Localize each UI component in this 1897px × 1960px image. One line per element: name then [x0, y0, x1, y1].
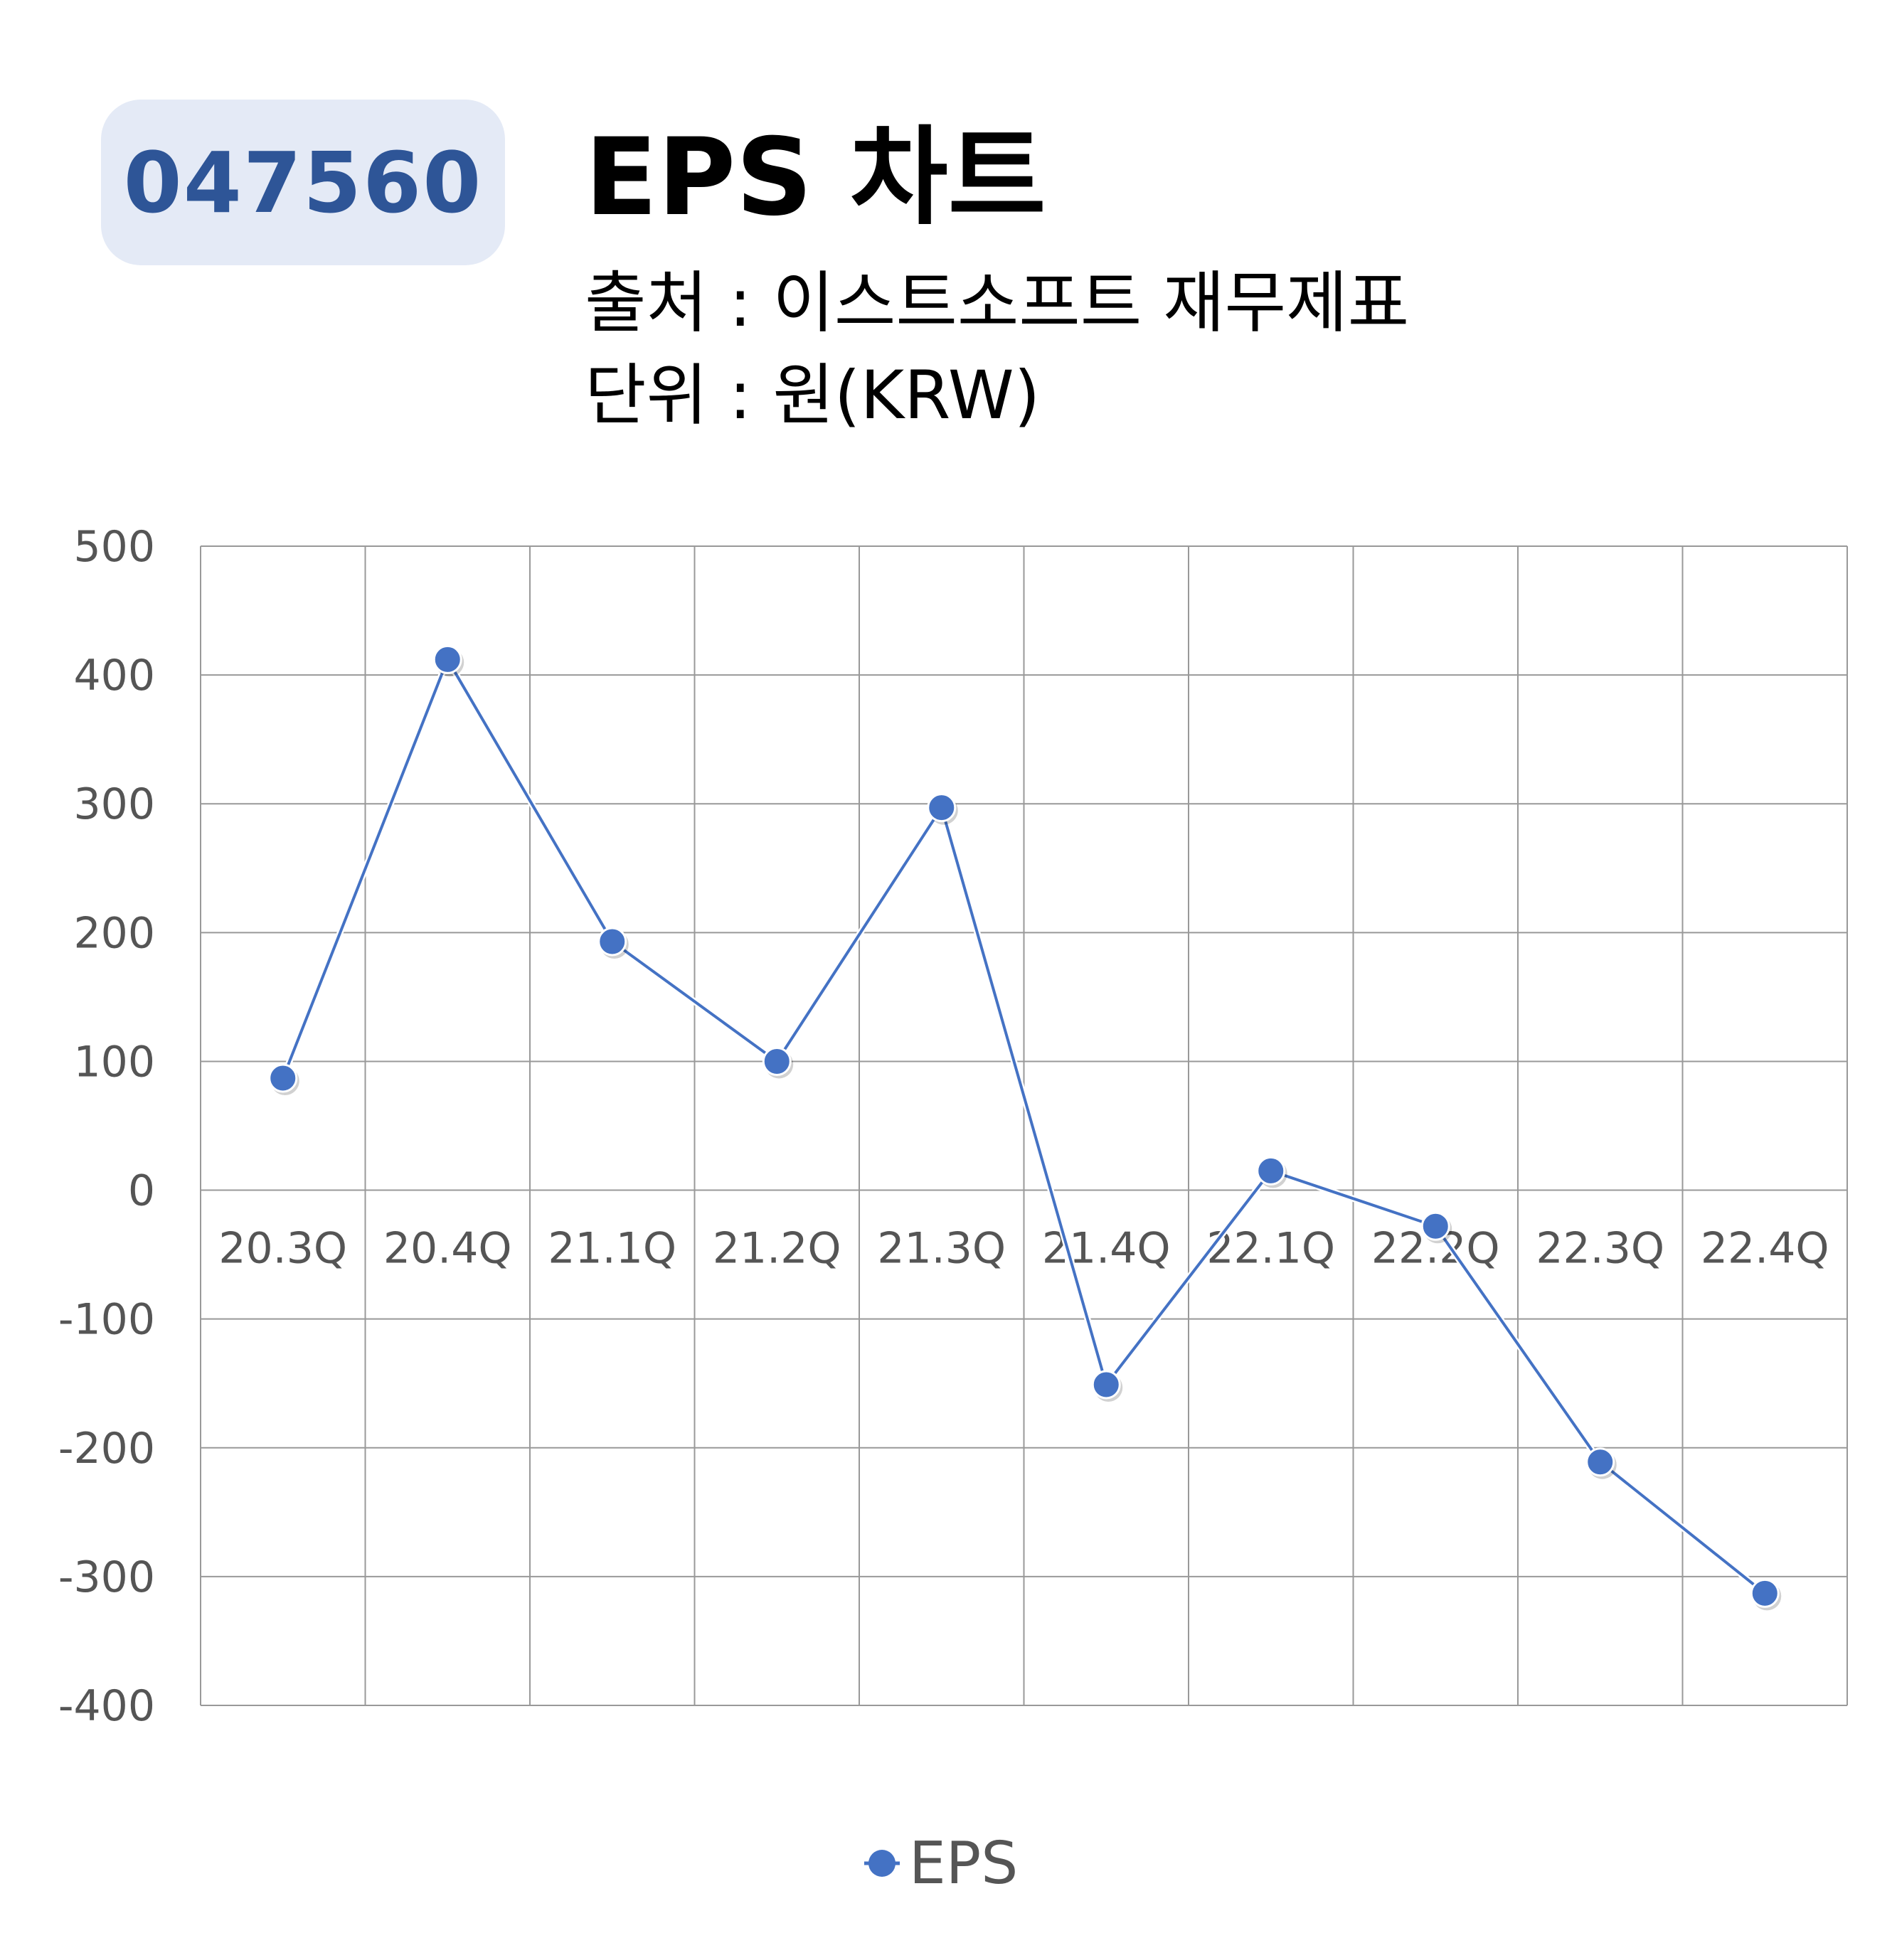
- legend-marker: [868, 1850, 896, 1877]
- legend: EPS: [864, 1830, 1018, 1897]
- data-point: [1091, 1370, 1121, 1400]
- y-tick-label: 0: [128, 1166, 155, 1216]
- data-point: [1420, 1211, 1450, 1241]
- x-tick-label: 20.3Q: [218, 1224, 347, 1274]
- y-tick-label: -300: [58, 1552, 155, 1602]
- x-tick-label: 21.1Q: [548, 1224, 676, 1274]
- data-point: [432, 644, 462, 674]
- x-tick-label: 22.4Q: [1701, 1224, 1829, 1274]
- y-tick-label: 300: [73, 779, 155, 829]
- x-tick-label: 22.3Q: [1536, 1224, 1664, 1274]
- y-tick-label: -200: [58, 1424, 155, 1474]
- ticker-badge: 047560: [101, 100, 505, 265]
- legend-label-eps: EPS: [909, 1830, 1018, 1897]
- y-tick-label: -400: [58, 1681, 155, 1731]
- x-tick-label: 21.2Q: [713, 1224, 841, 1274]
- y-tick-label: 200: [73, 908, 155, 958]
- y-tick-label: 100: [73, 1037, 155, 1087]
- ticker-code: 047560: [123, 133, 483, 232]
- data-point: [762, 1046, 792, 1076]
- x-tick-label: 20.4Q: [383, 1224, 512, 1274]
- y-axis-ticks: -400 -300 -200 -100 0 100 200 300 400 500: [58, 522, 155, 1731]
- data-point: [1585, 1447, 1615, 1477]
- data-point: [268, 1063, 298, 1093]
- chart-title: EPS 차트: [585, 116, 1046, 240]
- y-tick-label: 400: [73, 651, 155, 701]
- source-text: 출처 : 이스트소프트 재무제표: [585, 265, 1410, 342]
- y-tick-label: -100: [58, 1295, 155, 1345]
- series-line: [281, 656, 1766, 1594]
- unit-text: 단위 : 원(KRW): [585, 357, 1041, 435]
- data-point: [597, 927, 627, 957]
- data-point: [1256, 1156, 1286, 1186]
- data-point: [927, 793, 957, 823]
- data-point: [1750, 1578, 1780, 1608]
- x-tick-label: 22.1Q: [1206, 1224, 1335, 1274]
- series-eps: [268, 644, 1782, 1611]
- x-axis-ticks: 20.3Q 20.4Q 21.1Q 21.2Q 21.3Q 21.4Q 22.1Q 22.2Q…: [218, 1224, 1829, 1274]
- grid-lines: [200, 545, 1848, 1706]
- x-tick-label: 21.3Q: [877, 1224, 1006, 1274]
- y-tick-label: 500: [73, 522, 155, 572]
